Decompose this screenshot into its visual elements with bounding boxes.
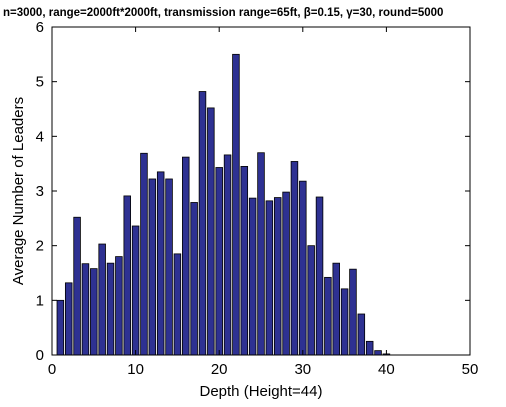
- bar-depth-33: [324, 276, 332, 356]
- bar-depth-25: [257, 152, 265, 356]
- bar-depth-2: [64, 282, 73, 356]
- bar-depth-6: [98, 243, 106, 356]
- bar-depth-3: [73, 216, 81, 356]
- x-axis-ticks: 0 10 20 30 40 50: [48, 27, 479, 378]
- bar-depth-37: [357, 313, 366, 356]
- bar-depth-28: [282, 191, 290, 356]
- bar-depth-26: [265, 200, 274, 356]
- bar-depth-10: [131, 225, 140, 356]
- y-axis-ticks: 0 1 2 3 4 5 6: [36, 19, 470, 364]
- bar-depth-15: [173, 253, 182, 356]
- y-tick-label: 6: [36, 19, 44, 36]
- bar-depth-9: [123, 195, 131, 356]
- bar-depth-38: [365, 340, 374, 356]
- y-tick-label: 1: [36, 292, 44, 309]
- y-tick-label: 0: [36, 347, 44, 364]
- x-tick-label: 0: [48, 361, 56, 378]
- chart-title: n=3000, range=2000ft*2000ft, transmissio…: [3, 7, 443, 19]
- bar-depth-12: [148, 178, 157, 356]
- bar-depth-35: [340, 288, 349, 356]
- bar-depth-19: [207, 107, 215, 356]
- bar-depth-20: [215, 167, 223, 356]
- y-axis-label: Average Number of Leaders: [10, 97, 27, 285]
- y-tick-label: 4: [36, 128, 44, 145]
- bar-depth-27: [273, 197, 282, 356]
- bar-depth-8: [115, 256, 123, 356]
- bar-depth-21: [223, 154, 232, 356]
- bar-depth-32: [315, 196, 324, 356]
- y-tick-label: 5: [36, 74, 44, 91]
- bar-depth-11: [140, 152, 148, 356]
- bar-depth-24: [248, 197, 257, 356]
- bar-depth-29: [290, 161, 299, 356]
- x-tick-label: 40: [378, 361, 395, 378]
- bar-depth-17: [190, 202, 198, 356]
- x-axis-label: Depth (Height=44): [200, 383, 323, 400]
- bar-depth-18: [198, 91, 207, 356]
- x-tick-label: 20: [211, 361, 228, 378]
- bar-depth-7: [106, 262, 115, 356]
- bar-depth-22: [232, 53, 240, 356]
- bar-depth-39: [374, 350, 382, 356]
- bar-depth-23: [240, 165, 249, 356]
- bar-depth-31: [307, 245, 315, 356]
- bar-depth-1: [56, 299, 65, 356]
- bar-depth-13: [156, 171, 165, 356]
- y-tick-label: 2: [36, 238, 44, 255]
- x-tick-label: 50: [462, 361, 479, 378]
- bar-depth-36: [349, 268, 357, 356]
- bar-depth-4: [81, 263, 90, 356]
- x-tick-label: 30: [294, 361, 311, 378]
- bar-depth-14: [165, 178, 173, 356]
- bar-depth-34: [332, 262, 340, 356]
- x-tick-label: 10: [127, 361, 144, 378]
- bar-depth-16: [182, 156, 190, 356]
- bar-depth-30: [299, 180, 307, 356]
- bar-depth-5: [90, 268, 98, 356]
- y-tick-label: 3: [36, 183, 44, 200]
